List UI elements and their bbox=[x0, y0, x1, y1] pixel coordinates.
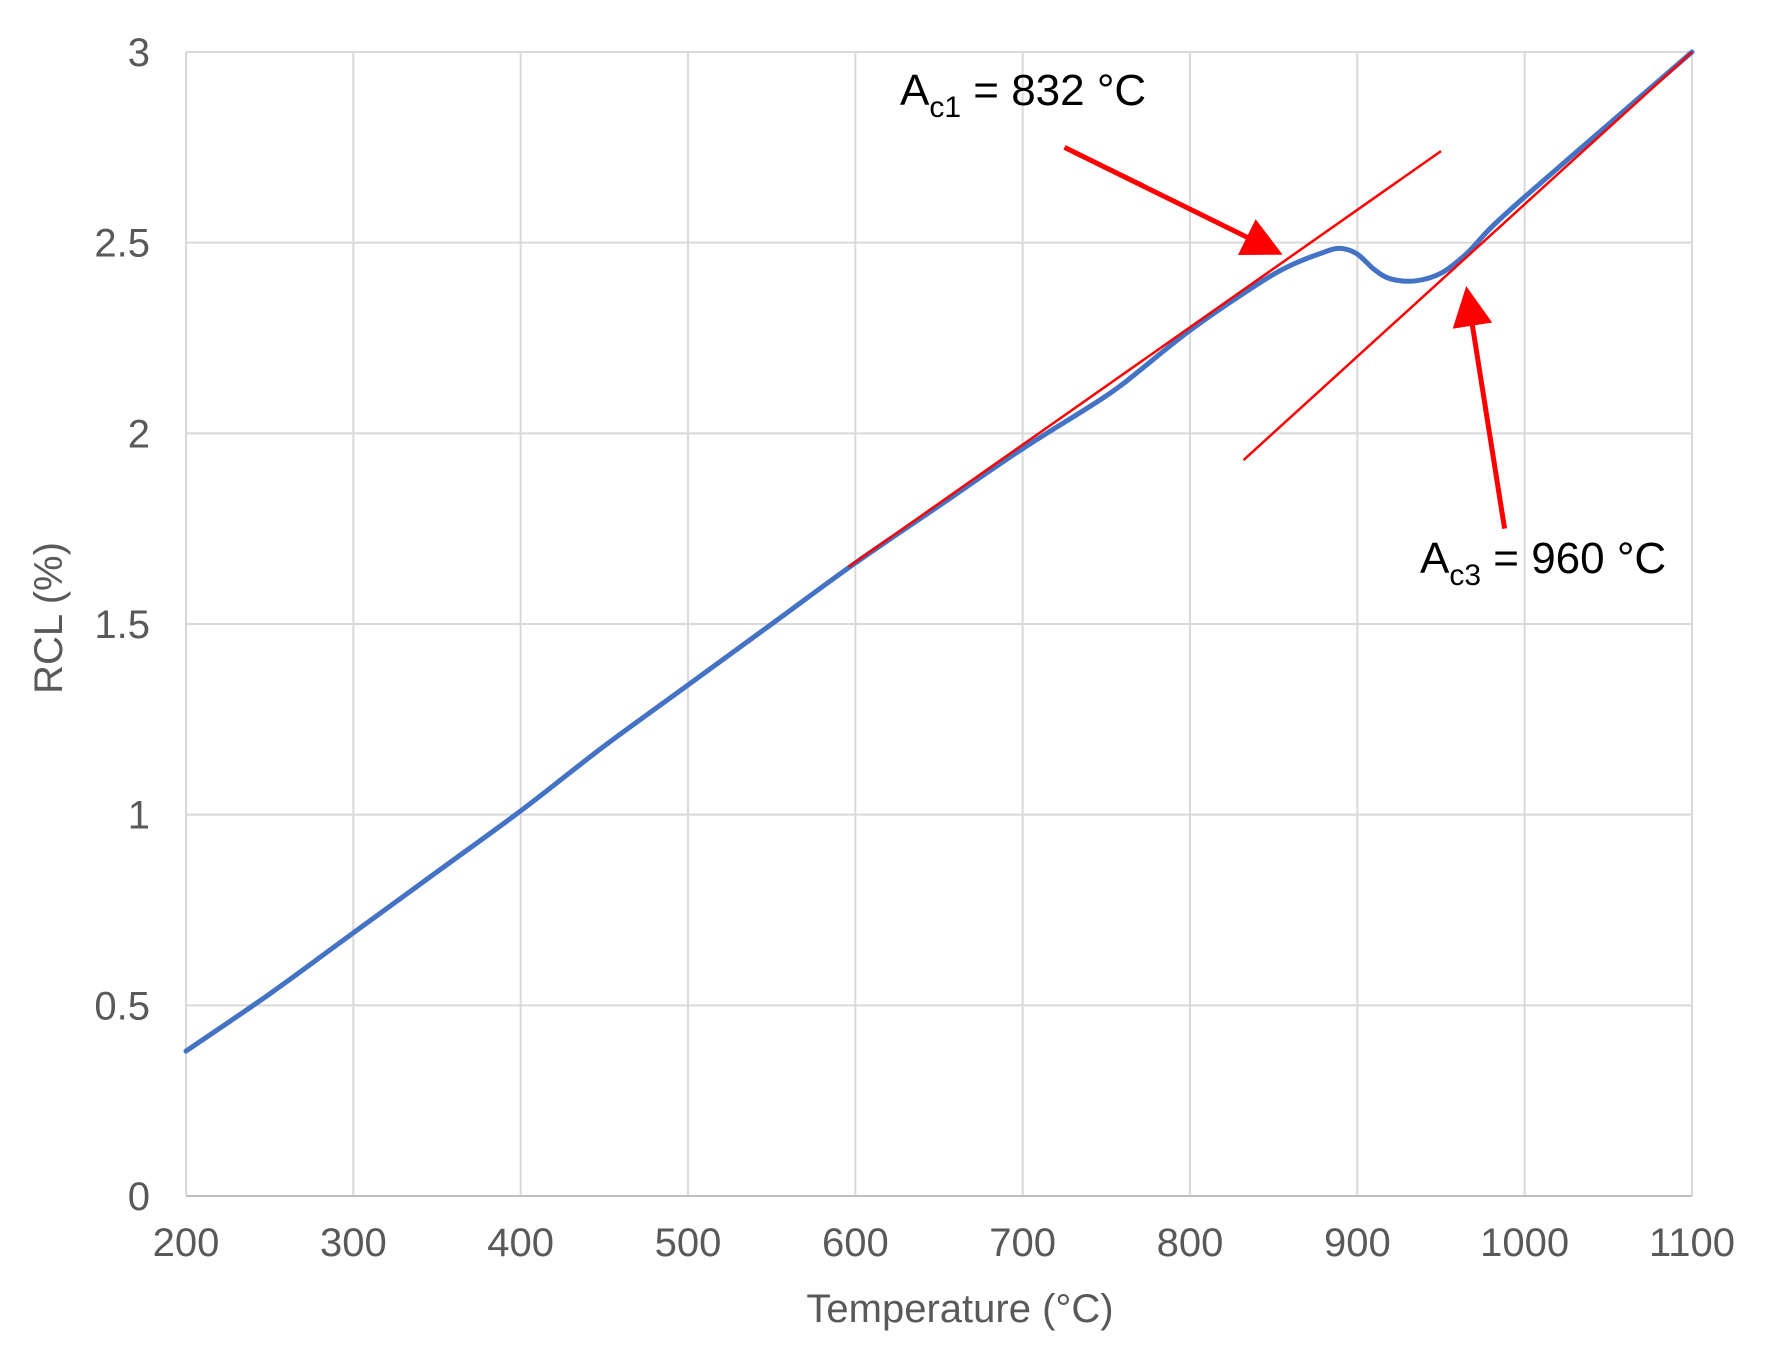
annotation-label-main: A bbox=[1420, 534, 1450, 583]
annotation-arrow bbox=[1452, 286, 1508, 530]
y-tick-label: 1 bbox=[128, 794, 150, 838]
y-axis-title: RCL (%) bbox=[27, 542, 71, 694]
y-tick-label: 2.5 bbox=[94, 222, 150, 266]
x-axis-title: Temperature (°C) bbox=[806, 1287, 1113, 1331]
y-tick-label: 1.5 bbox=[94, 603, 150, 647]
x-tick-label: 600 bbox=[822, 1221, 889, 1265]
arrow-layer bbox=[1063, 145, 1508, 530]
y-tick-label: 3 bbox=[128, 31, 150, 75]
y-tick-labels: 0 0.5 1 1.5 2 2.5 3 bbox=[94, 31, 150, 1219]
x-tick-label: 900 bbox=[1324, 1221, 1391, 1265]
x-tick-label: 300 bbox=[320, 1221, 387, 1265]
annotation-label-rest: = 960 °C bbox=[1481, 534, 1666, 583]
series-layer bbox=[183, 49, 1695, 1054]
annotation-label-sub: c3 bbox=[1449, 559, 1481, 592]
y-tick-label: 0 bbox=[128, 1175, 150, 1219]
x-tick-label: 200 bbox=[153, 1221, 220, 1265]
y-tick-label: 2 bbox=[128, 412, 150, 456]
plot-area bbox=[185, 52, 1692, 1197]
tangent-line bbox=[1242, 51, 1693, 461]
x-tick-label: 500 bbox=[655, 1221, 722, 1265]
annotation-label-sub: c1 bbox=[929, 91, 961, 124]
annotation-label-rest: = 832 °C bbox=[961, 66, 1146, 115]
x-tick-label: 700 bbox=[989, 1221, 1056, 1265]
x-tick-label: 400 bbox=[487, 1221, 554, 1265]
y-tick-label: 0.5 bbox=[94, 984, 150, 1028]
x-tick-label: 1100 bbox=[1649, 1221, 1735, 1265]
tangent-layer bbox=[847, 51, 1693, 568]
rcl-series-line bbox=[183, 49, 1695, 1054]
annotation-arrow bbox=[1063, 145, 1283, 255]
annotation-label-main: A bbox=[900, 66, 930, 115]
x-tick-label: 800 bbox=[1157, 1221, 1224, 1265]
annotation-label: Ac3 = 960 °C bbox=[1420, 534, 1666, 592]
x-tick-label: 1000 bbox=[1480, 1221, 1569, 1265]
annotation-label: Ac1 = 832 °C bbox=[900, 66, 1146, 124]
grid bbox=[185, 51, 1693, 1197]
x-tick-labels: 200 300 400 500 600 700 800 900 1000 1100 bbox=[153, 1221, 1735, 1265]
tangent-line bbox=[847, 150, 1442, 568]
